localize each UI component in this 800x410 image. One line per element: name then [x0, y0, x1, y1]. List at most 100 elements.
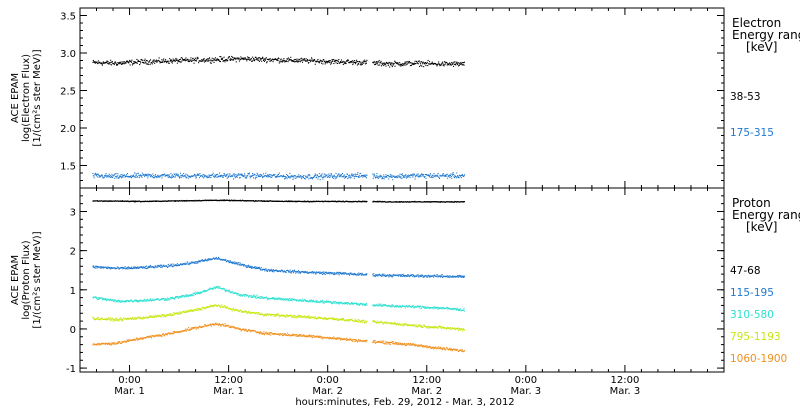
data-point	[119, 318, 121, 320]
data-point	[118, 268, 120, 270]
data-point	[383, 273, 385, 275]
data-point	[309, 317, 311, 319]
data-point	[431, 61, 433, 63]
data-point	[235, 262, 237, 264]
data-point	[424, 176, 426, 178]
data-point	[332, 175, 334, 177]
data-point	[194, 175, 196, 177]
data-point	[429, 174, 431, 176]
data-point	[114, 173, 116, 175]
data-point	[375, 274, 377, 276]
data-point	[330, 301, 332, 303]
data-point	[439, 276, 441, 278]
data-point	[424, 306, 426, 308]
data-point	[157, 266, 159, 268]
data-point	[191, 261, 193, 263]
data-point	[130, 175, 132, 177]
data-point	[287, 57, 289, 59]
data-point	[361, 174, 363, 176]
data-point	[239, 199, 241, 201]
data-point	[201, 175, 203, 177]
data-point	[125, 175, 127, 177]
data-point	[267, 270, 269, 272]
data-point	[160, 315, 162, 317]
data-point	[149, 300, 151, 302]
data-point	[185, 177, 187, 179]
data-point	[254, 174, 256, 176]
data-point	[343, 302, 345, 304]
data-point	[198, 174, 200, 176]
data-point	[153, 316, 155, 318]
data-point	[421, 173, 423, 175]
data-point	[142, 59, 144, 61]
data-point	[236, 293, 238, 295]
data-point	[321, 173, 323, 175]
data-point	[99, 318, 101, 320]
data-point	[355, 175, 357, 177]
data-point	[290, 56, 292, 58]
data-point	[171, 59, 173, 61]
data-point	[215, 304, 217, 306]
data-point	[251, 311, 253, 313]
data-point	[309, 175, 311, 177]
data-point	[449, 275, 451, 277]
data-point	[433, 63, 435, 65]
data-point	[408, 275, 410, 277]
data-point	[147, 266, 149, 268]
data-point	[166, 315, 168, 317]
data-point	[218, 256, 220, 258]
data-point	[390, 174, 392, 176]
data-point	[419, 307, 421, 309]
data-point	[259, 268, 261, 270]
data-point	[380, 304, 382, 306]
data-point	[447, 307, 449, 309]
data-point	[448, 64, 450, 66]
data-point	[186, 311, 188, 313]
data-point	[149, 174, 151, 176]
data-point	[111, 318, 113, 320]
data-point	[175, 59, 177, 61]
data-point	[284, 176, 286, 178]
data-point	[182, 310, 184, 312]
data-point	[385, 63, 387, 65]
data-point	[355, 273, 357, 275]
data-point	[282, 315, 284, 317]
data-point	[208, 58, 210, 60]
data-point	[314, 175, 316, 177]
data-point	[374, 276, 376, 278]
data-point	[347, 319, 349, 321]
data-point	[362, 176, 364, 178]
data-point	[133, 267, 135, 269]
data-point	[258, 60, 260, 62]
data-point	[171, 313, 173, 315]
data-point	[174, 200, 176, 202]
data-point	[182, 176, 184, 178]
data-point	[439, 201, 441, 203]
data-point	[233, 173, 235, 175]
data-point	[346, 319, 348, 321]
data-point	[254, 178, 256, 180]
data-point	[422, 175, 424, 177]
data-point	[358, 272, 360, 274]
data-point	[268, 58, 270, 60]
data-point	[315, 300, 317, 302]
data-point	[353, 274, 355, 276]
data-point	[124, 176, 126, 178]
data-point	[311, 176, 313, 178]
data-point	[117, 177, 119, 179]
data-point	[377, 61, 379, 63]
data-point	[119, 63, 121, 65]
data-point	[152, 266, 154, 268]
data-point	[118, 319, 120, 321]
data-point	[299, 176, 301, 178]
legend-title-line: Energy ranges	[732, 208, 800, 222]
data-point	[382, 176, 384, 178]
data-point	[382, 62, 384, 64]
data-point	[341, 318, 343, 320]
data-point	[209, 176, 211, 178]
data-point	[339, 62, 341, 64]
data-point	[243, 173, 245, 175]
data-point	[245, 294, 247, 296]
data-point	[387, 322, 389, 324]
data-point	[186, 295, 188, 297]
